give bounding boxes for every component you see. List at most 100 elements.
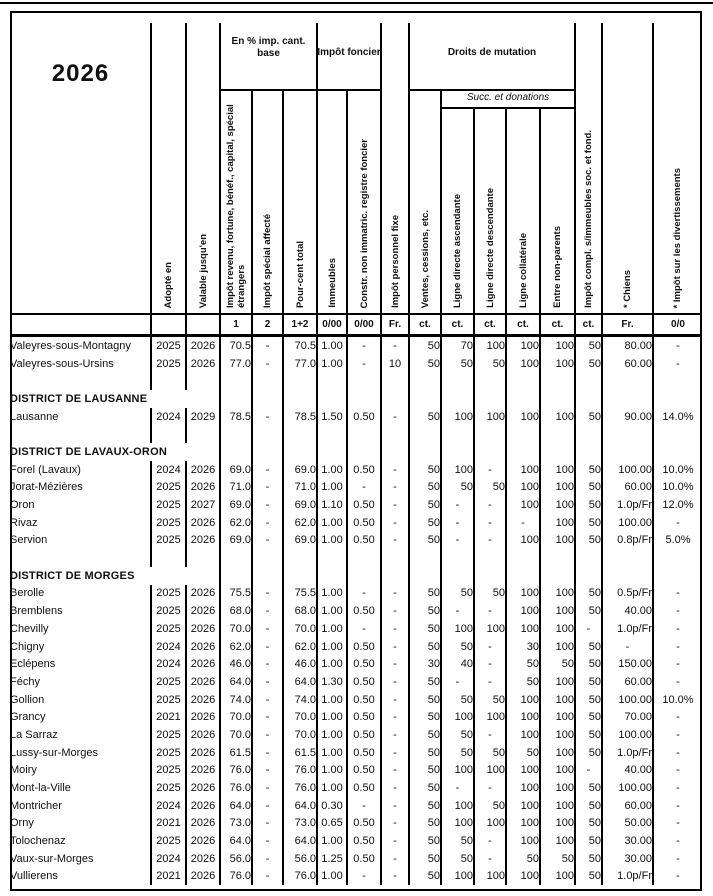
cell-constr: 0.50 xyxy=(346,779,382,797)
district-label: DISTRICT DE LAVAUX-ORON xyxy=(10,443,221,461)
cell-ventes: 50 xyxy=(408,602,442,620)
cell-fixe: - xyxy=(380,407,410,426)
district-row: DISTRICT DE LAVAUX-ORON xyxy=(10,443,702,461)
cell-imm: 1.00 xyxy=(316,832,348,850)
spacer-row xyxy=(10,549,702,567)
commune-row: Orny 2021 2026 73.0-73.0 0.65 0.50-50 100 100 10… xyxy=(10,814,702,833)
header-column-line xyxy=(539,107,541,313)
cell-fixe: - xyxy=(380,779,410,797)
cell-divert: - xyxy=(652,354,702,373)
cell-nonpar: 100 xyxy=(539,743,576,762)
cell-desc: - xyxy=(473,460,507,479)
commune-name: Chevilly xyxy=(10,620,152,638)
cell-adopte: 2025 xyxy=(150,832,187,850)
cell-constr: 0.50 xyxy=(346,637,382,656)
cell-asc: 100 xyxy=(440,407,475,426)
cell-empty xyxy=(539,425,576,444)
cell-imm: 1.00 xyxy=(316,620,348,638)
cell-empty xyxy=(282,372,318,391)
cell-asc: 100 xyxy=(440,867,475,886)
cell-c12: 64.0 xyxy=(282,832,318,850)
cell-compl: - xyxy=(574,620,603,638)
cell-chiens: 80.00 xyxy=(601,335,654,355)
cell-fixe: 10 xyxy=(380,354,410,373)
cell-c1: 68.0 xyxy=(219,602,253,620)
cell-desc: - xyxy=(473,637,507,656)
cell-empty xyxy=(219,566,253,585)
cell-asc: 50 xyxy=(440,354,475,373)
cell-desc: - xyxy=(473,513,507,532)
cell-asc: 50 xyxy=(440,637,475,656)
commune-name: Grancy xyxy=(10,708,152,727)
commune-row: Lussy-sur-Morges 2025 2026 61.5-61.5 1.00 0.5… xyxy=(10,743,702,762)
cell-valable: 2026 xyxy=(185,779,221,797)
cell-adopte: 2024 xyxy=(150,460,187,479)
cell-nonpar: 100 xyxy=(539,673,576,691)
cell-ventes: 50 xyxy=(408,708,442,727)
group-underline-mutation xyxy=(409,89,575,91)
commune-name: Bremblens xyxy=(10,602,152,620)
cell-ventes: 50 xyxy=(408,531,442,550)
commune-name: Lussy-sur-Morges xyxy=(10,743,152,762)
cell-divert: - xyxy=(652,761,702,780)
cell-empty xyxy=(574,390,603,408)
cell-fixe: - xyxy=(380,708,410,727)
cell-ventes: 50 xyxy=(408,584,442,603)
cell-empty xyxy=(346,372,382,391)
cell-constr: 0.50 xyxy=(346,849,382,868)
cell-valable: 2026 xyxy=(185,602,221,620)
cell-c2: - xyxy=(251,620,284,638)
cell-nonpar: 100 xyxy=(539,814,576,833)
cell-divert: 10.0% xyxy=(652,690,702,709)
cell-empty xyxy=(505,549,541,567)
cell-nonpar: 100 xyxy=(539,726,576,744)
cell-desc: - xyxy=(473,531,507,550)
cell-empty xyxy=(150,425,187,444)
cell-c2: - xyxy=(251,814,284,833)
cell-c12: 75.5 xyxy=(282,584,318,603)
cell-c12: 62.0 xyxy=(282,513,318,532)
cell-c12: 70.0 xyxy=(282,708,318,727)
cell-compl: 50 xyxy=(574,496,603,514)
cell-empty xyxy=(346,443,382,461)
cell-empty xyxy=(251,549,284,567)
cell-imm: 1.00 xyxy=(316,478,348,497)
cell-empty xyxy=(185,549,221,567)
commune-row: Vaux-sur-Morges 2024 2026 56.0-56.0 1.25 0.50… xyxy=(10,849,702,868)
commune-row: Servion 2025 2026 69.0-69.0 1.00 0.50-50- -100… xyxy=(10,531,702,550)
cell-empty xyxy=(10,549,152,567)
cell-c2: - xyxy=(251,531,284,550)
cell-asc: - xyxy=(440,531,475,550)
cell-c12: 69.0 xyxy=(282,496,318,514)
cell-c1: 76.0 xyxy=(219,779,253,797)
cell-fixe: - xyxy=(380,531,410,550)
cell-fixe: - xyxy=(380,602,410,620)
cell-collat: 100 xyxy=(505,796,541,815)
cell-chiens: 40.00 xyxy=(601,602,654,620)
cell-empty xyxy=(574,372,603,391)
cell-empty xyxy=(408,549,442,567)
cell-ventes: 50 xyxy=(408,620,442,638)
cell-compl: 50 xyxy=(574,407,603,426)
cell-desc: 50 xyxy=(473,478,507,497)
cell-ventes: 50 xyxy=(408,407,442,426)
commune-row: Mont-la-Ville 2025 2026 76.0-76.0 1.00 0.50-5… xyxy=(10,779,702,797)
cell-collat: 50 xyxy=(505,743,541,762)
commune-name: Oron xyxy=(10,496,152,514)
cell-asc: 50 xyxy=(440,584,475,603)
commune-name: Vaux-sur-Morges xyxy=(10,849,152,868)
cell-constr: 0.50 xyxy=(346,602,382,620)
commune-row: Vullierens 2021 2026 76.0-76.0 1.00- -50 100 10… xyxy=(10,867,702,886)
cell-constr: - xyxy=(346,354,382,373)
cell-compl: 50 xyxy=(574,354,603,373)
cell-ventes: 50 xyxy=(408,867,442,886)
cell-compl: 50 xyxy=(574,814,603,833)
commune-name: La Sarraz xyxy=(10,726,152,744)
cell-c2: - xyxy=(251,796,284,815)
cell-c1: 64.0 xyxy=(219,796,253,815)
cell-c1: 64.0 xyxy=(219,673,253,691)
commune-row: Tolochenaz 2025 2026 64.0-64.0 1.00 0.50-50 50… xyxy=(10,832,702,850)
cell-c12: 74.0 xyxy=(282,690,318,709)
cell-collat: 50 xyxy=(505,655,541,674)
cell-imm: 1.00 xyxy=(316,690,348,709)
